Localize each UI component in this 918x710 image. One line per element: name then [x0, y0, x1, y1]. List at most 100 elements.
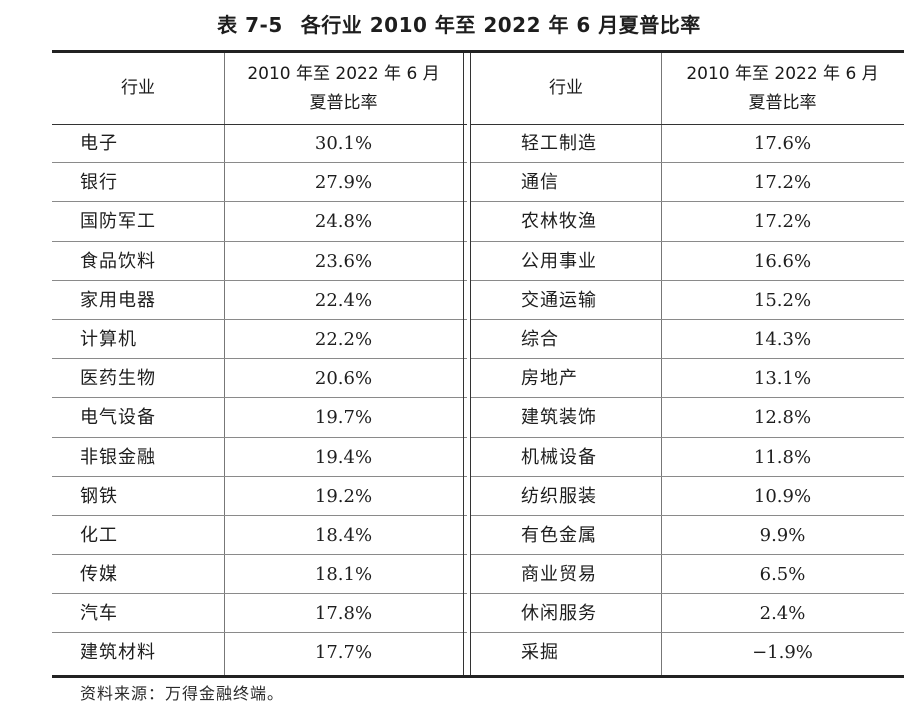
industry-cell: 钢铁: [80, 485, 118, 507]
table-row: 建筑材料 17.7%: [52, 633, 467, 672]
header-industry-label: 行业: [549, 78, 583, 98]
industry-cell: 汽车: [80, 603, 118, 625]
industry-cell: 传媒: [80, 564, 118, 586]
sharpe-ratio-cell: 11.8%: [753, 446, 812, 468]
industry-cell: 农林牧渔: [521, 211, 597, 233]
industry-cell: 电气设备: [80, 407, 156, 429]
industry-cell: 综合: [521, 328, 559, 350]
sharpe-ratio-cell: 17.2%: [753, 211, 812, 233]
industry-cell: 化工: [80, 524, 118, 546]
sharpe-ratio-cell: 12.8%: [753, 407, 812, 429]
table-row: 食品饮料 23.6%: [52, 242, 467, 281]
industry-cell: 商业贸易: [521, 564, 597, 586]
header-ratio-line2: 夏普比率: [748, 92, 817, 113]
sharpe-ratio-cell: 17.2%: [753, 172, 812, 194]
source-note: 资料来源：万得金融终端。: [80, 684, 285, 703]
industry-cell: 非银金融: [80, 446, 156, 468]
sharpe-ratio-cell: 19.4%: [314, 446, 373, 468]
header-ratio-line2: 夏普比率: [309, 92, 378, 113]
table-number: 表 7-5: [217, 13, 283, 37]
sharpe-ratio-cell: 24.8%: [314, 211, 373, 233]
table-row: 公用事业 16.6%: [471, 242, 904, 281]
table-header-right: 行业 2010 年至 2022 年 6 月 夏普比率: [471, 53, 904, 125]
sharpe-ratio-cell: 14.3%: [753, 328, 812, 350]
table-left-half: 行业 2010 年至 2022 年 6 月 夏普比率 电子 30.1% 银行 27.9…: [52, 53, 467, 675]
industry-cell: 银行: [80, 172, 118, 194]
header-industry-label: 行业: [121, 78, 155, 98]
table-row: 汽车 17.8%: [52, 594, 467, 634]
sharpe-ratio-cell: 22.4%: [314, 289, 373, 311]
industry-cell: 食品饮料: [80, 250, 156, 272]
table-title: 表 7-5 各行业 2010 年至 2022 年 6 月夏普比率: [0, 8, 918, 42]
sharpe-ratio-cell: −1.9%: [752, 642, 813, 664]
industry-cell: 机械设备: [521, 446, 597, 468]
table-row: 机械设备 11.8%: [471, 438, 904, 477]
table-row: 银行 27.9%: [52, 163, 467, 203]
table-row: 采掘 −1.9%: [471, 633, 904, 672]
table-row: 商业贸易 6.5%: [471, 555, 904, 595]
industry-cell: 国防军工: [80, 211, 156, 233]
industry-cell: 家用电器: [80, 289, 156, 311]
industry-cell: 交通运输: [521, 289, 597, 311]
sharpe-ratio-cell: 13.1%: [753, 368, 812, 390]
sharpe-ratio-cell: 15.2%: [753, 289, 812, 311]
table-row: 通信 17.2%: [471, 163, 904, 203]
table-row: 休闲服务 2.4%: [471, 594, 904, 634]
table-title-text: 各行业 2010 年至 2022 年 6 月夏普比率: [300, 13, 701, 37]
industry-cell: 公用事业: [521, 250, 597, 272]
sharpe-ratio-cell: 19.2%: [314, 485, 373, 507]
table-row: 非银金融 19.4%: [52, 438, 467, 477]
sharpe-ratio-table: 行业 2010 年至 2022 年 6 月 夏普比率 电子 30.1% 银行 27.9…: [52, 50, 904, 678]
sharpe-ratio-cell: 9.9%: [759, 524, 806, 546]
table-row: 交通运输 15.2%: [471, 281, 904, 320]
header-ratio-line1: 2010 年至 2022 年 6 月: [686, 63, 879, 84]
header-ratio: 2010 年至 2022 年 6 月 夏普比率: [224, 53, 463, 124]
industry-cell: 有色金属: [521, 524, 597, 546]
table-header-left: 行业 2010 年至 2022 年 6 月 夏普比率: [52, 53, 467, 125]
sharpe-ratio-cell: 6.5%: [759, 564, 806, 586]
industry-cell: 通信: [521, 172, 559, 194]
industry-cell: 计算机: [80, 328, 137, 350]
table-row: 电气设备 19.7%: [52, 398, 467, 438]
industry-cell: 纺织服装: [521, 485, 597, 507]
sharpe-ratio-cell: 16.6%: [753, 250, 812, 272]
sharpe-ratio-cell: 18.4%: [314, 524, 373, 546]
sharpe-ratio-cell: 19.7%: [314, 407, 373, 429]
industry-cell: 轻工制造: [521, 133, 597, 154]
table-row: 建筑装饰 12.8%: [471, 398, 904, 438]
table-body-right: 轻工制造 17.6% 通信 17.2% 农林牧渔 17.2% 公用事业 16.6% 交通运输 15…: [471, 124, 904, 673]
sharpe-ratio-cell: 20.6%: [314, 368, 373, 390]
table-row: 农林牧渔 17.2%: [471, 202, 904, 242]
header-industry: 行业: [471, 53, 661, 124]
table-right-half: 行业 2010 年至 2022 年 6 月 夏普比率 轻工制造 17.6% 通信 17…: [471, 53, 904, 675]
industry-cell: 采掘: [521, 642, 559, 664]
double-column-separator: [463, 53, 471, 675]
table-row: 化工 18.4%: [52, 516, 467, 556]
table-body-left: 电子 30.1% 银行 27.9% 国防军工 24.8% 食品饮料 23.6% 家用电器 22.4…: [52, 124, 467, 673]
table-row: 电子 30.1%: [52, 124, 467, 164]
table-row: 纺织服装 10.9%: [471, 477, 904, 516]
sharpe-ratio-cell: 30.1%: [314, 133, 373, 154]
table-row: 国防军工 24.8%: [52, 202, 467, 242]
table-row: 计算机 22.2%: [52, 320, 467, 360]
sharpe-ratio-cell: 22.2%: [314, 328, 373, 350]
sharpe-ratio-cell: 18.1%: [314, 564, 373, 586]
column-divider: [661, 53, 662, 675]
industry-cell: 电子: [80, 133, 118, 154]
table-row: 钢铁 19.2%: [52, 477, 467, 516]
header-ratio-line1: 2010 年至 2022 年 6 月: [247, 63, 440, 84]
table-row: 轻工制造 17.6%: [471, 124, 904, 164]
sharpe-ratio-cell: 10.9%: [753, 485, 812, 507]
industry-cell: 医药生物: [80, 368, 156, 390]
table-row: 综合 14.3%: [471, 320, 904, 360]
table-row: 有色金属 9.9%: [471, 516, 904, 556]
column-divider: [224, 53, 225, 675]
sharpe-ratio-cell: 17.8%: [314, 603, 373, 625]
industry-cell: 休闲服务: [521, 603, 597, 625]
sharpe-ratio-cell: 23.6%: [314, 250, 373, 272]
table-row: 家用电器 22.4%: [52, 281, 467, 320]
header-ratio: 2010 年至 2022 年 6 月 夏普比率: [661, 53, 904, 124]
sharpe-ratio-cell: 27.9%: [314, 172, 373, 194]
sharpe-ratio-cell: 17.6%: [753, 133, 812, 154]
industry-cell: 房地产: [521, 368, 578, 390]
